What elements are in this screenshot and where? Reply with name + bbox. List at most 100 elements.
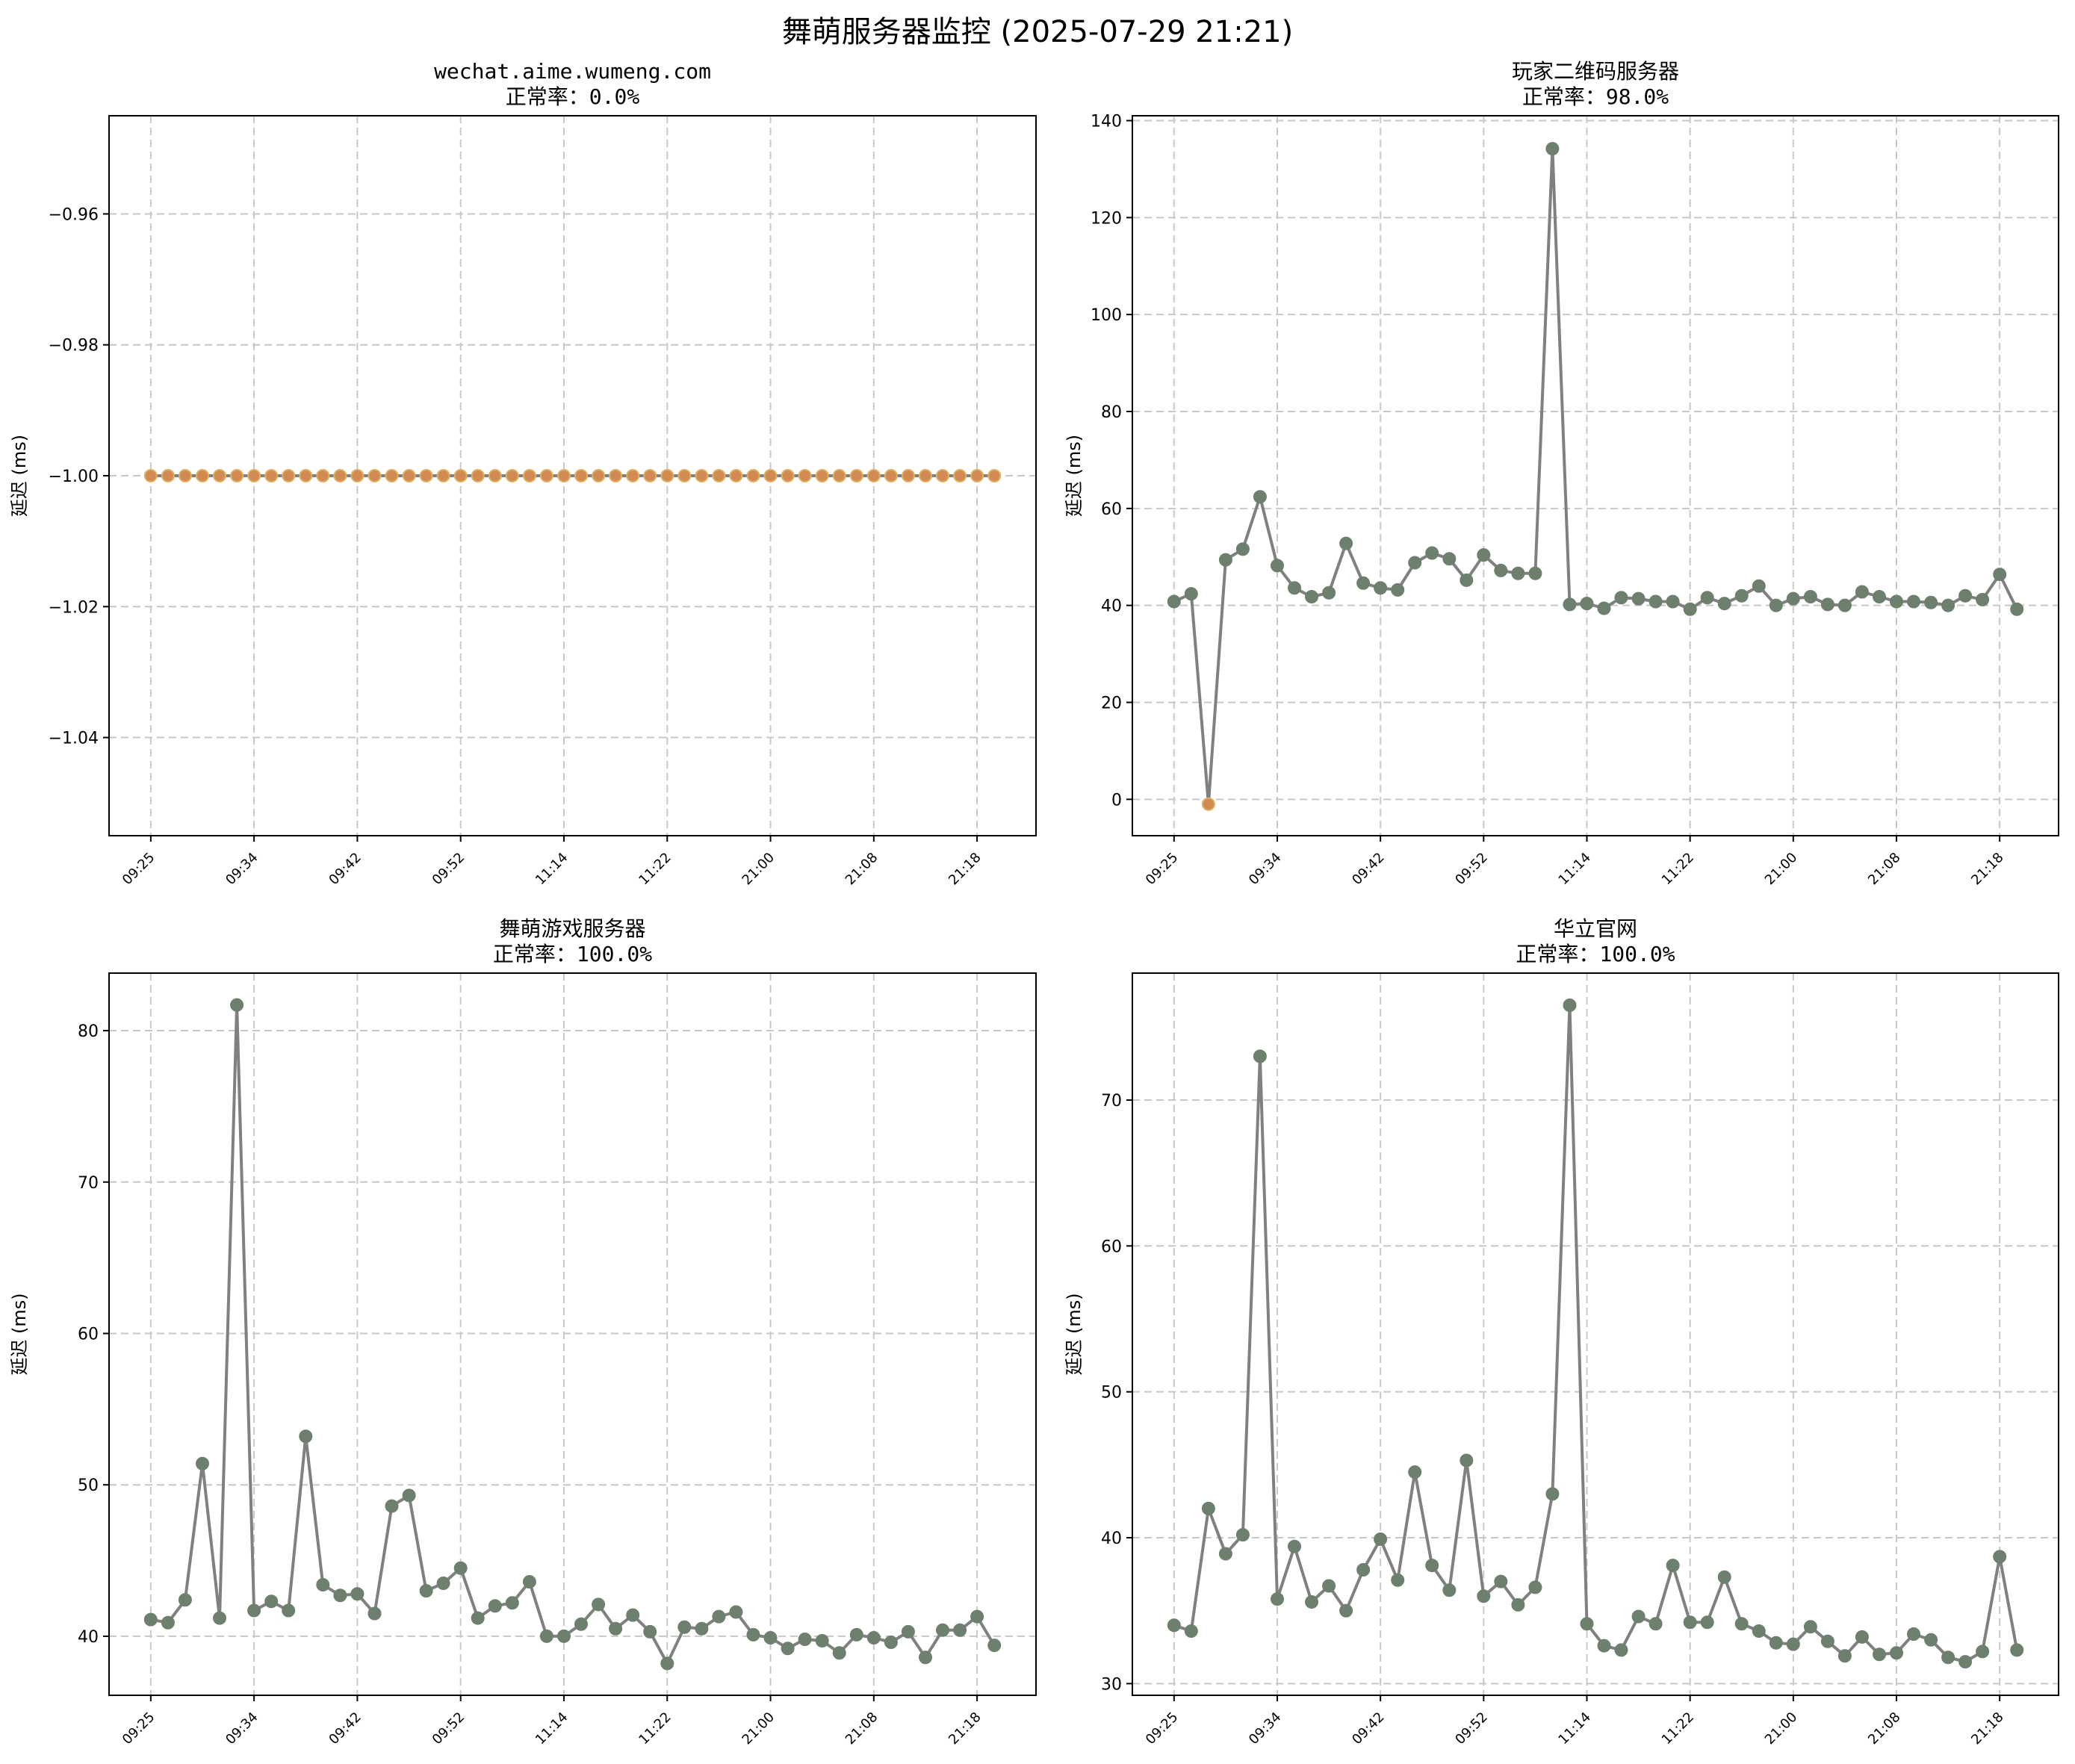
- data-point: [1528, 1580, 1542, 1594]
- data-point: [1374, 1532, 1388, 1546]
- x-tick-label: 09:25: [120, 850, 158, 889]
- data-point: [1511, 1597, 1525, 1612]
- data-point-fail: [522, 469, 536, 482]
- data-point: [1873, 1647, 1886, 1662]
- data-point: [1235, 542, 1250, 556]
- x-tick-label: 09:52: [1452, 1709, 1491, 1748]
- data-point: [712, 1609, 726, 1624]
- data-point: [178, 1593, 192, 1607]
- data-point-fail: [592, 469, 606, 482]
- data-point: [247, 1603, 261, 1618]
- y-tick-label: −1.02: [49, 598, 99, 617]
- x-tick-label: 09:52: [429, 850, 468, 889]
- data-point: [1305, 1595, 1318, 1609]
- data-point-fail: [143, 469, 158, 482]
- data-point: [1890, 594, 1903, 609]
- data-point: [1803, 1620, 1817, 1634]
- data-point: [1253, 1049, 1267, 1063]
- axes-frame: [1132, 115, 2059, 836]
- x-tick-label: 09:42: [326, 1709, 365, 1748]
- data-point-fail: [299, 469, 313, 482]
- x-tick-label: 21:00: [739, 1709, 778, 1748]
- y-axis-label: 延迟 (ms): [9, 435, 30, 517]
- data-point: [1391, 583, 1405, 597]
- data-point: [695, 1621, 709, 1636]
- data-point-fail: [333, 469, 347, 482]
- data-point: [282, 1603, 296, 1618]
- data-point: [1717, 1570, 1731, 1584]
- y-tick-label: 0: [1111, 791, 1122, 810]
- data-point-fail: [609, 469, 623, 482]
- data-point: [316, 1578, 330, 1591]
- data-point: [1958, 588, 1973, 603]
- series-line: [1173, 147, 2018, 806]
- x-tick-label: 09:42: [1349, 1709, 1388, 1748]
- subplot-2: 0 20 40 60 80 100 120 140 09:25 09:34 09:42 09:52 11…: [1064, 59, 2059, 888]
- y-tick-label: −0.98: [49, 337, 99, 355]
- x-tick-label: 11:14: [533, 1709, 571, 1748]
- data-point: [1907, 594, 1920, 609]
- series-line: [150, 1003, 996, 1665]
- data-point: [1666, 594, 1680, 609]
- data-point: [1924, 595, 1938, 609]
- data-point-fail: [453, 469, 468, 482]
- subplot-subtitle: 正常率：100.0%: [493, 942, 652, 966]
- x-tick-label: 21:08: [1865, 850, 1904, 889]
- data-point: [832, 1646, 846, 1660]
- data-point: [1218, 1547, 1232, 1561]
- data-point-fail: [815, 469, 829, 482]
- data-point-fail: [866, 469, 881, 482]
- data-point: [746, 1627, 760, 1642]
- data-point: [1700, 591, 1714, 605]
- data-point: [1425, 1559, 1439, 1573]
- data-point: [1855, 585, 1869, 599]
- y-tick-label: 40: [1101, 1529, 1122, 1548]
- data-point-fail: [350, 469, 365, 482]
- data-point: [367, 1606, 382, 1621]
- data-point-fail: [832, 469, 846, 482]
- subplot-1: −1.04 −1.02 −1.00 −0.98 −0.96 09:25 09:34 09:42…: [9, 59, 1037, 889]
- y-tick-label: 80: [1101, 403, 1122, 422]
- data-point-fail: [161, 469, 175, 482]
- data-point: [1993, 1550, 2007, 1564]
- data-point: [1786, 1637, 1800, 1651]
- data-point: [1391, 1573, 1405, 1587]
- data-point-fail: [884, 469, 898, 482]
- data-point-fail: [385, 469, 399, 482]
- x-tick-label: 21:08: [843, 1709, 881, 1748]
- data-point-fail: [196, 469, 209, 482]
- data-point-fail: [402, 469, 416, 482]
- data-point-fail: [677, 469, 692, 482]
- data-point: [1683, 1615, 1697, 1630]
- data-point: [1648, 594, 1663, 609]
- data-point: [522, 1575, 536, 1588]
- figure-title: 舞萌服务器监控 (2025-07-29 21:21): [781, 15, 1294, 49]
- data-point: [1941, 598, 1955, 612]
- data-point: [1511, 566, 1525, 580]
- data-point: [488, 1599, 502, 1613]
- subplot-3: 40 50 60 70 80 09:25 09:34 09:42 09:52 11:14 11:22…: [9, 916, 1037, 1748]
- x-tick-label: 21:08: [1865, 1709, 1904, 1748]
- data-point-fail: [849, 469, 863, 482]
- axes-frame: [108, 972, 1037, 1696]
- data-point: [1631, 1609, 1646, 1624]
- data-point: [539, 1629, 553, 1643]
- data-point: [1339, 536, 1353, 550]
- data-point: [1614, 591, 1628, 605]
- x-tick-label: 09:34: [223, 850, 261, 889]
- data-point: [609, 1621, 623, 1636]
- x-tick-label: 09:25: [120, 1709, 158, 1748]
- data-point: [1597, 601, 1611, 615]
- data-point: [781, 1642, 795, 1656]
- data-point: [1563, 999, 1577, 1012]
- data-point-fail: [970, 469, 984, 482]
- data-point: [849, 1627, 863, 1642]
- subplot-title: wechat.aime.wumeng.com: [434, 59, 711, 84]
- data-point-fail: [729, 469, 743, 482]
- data-point: [884, 1636, 898, 1649]
- data-point: [230, 998, 244, 1012]
- data-point: [1734, 588, 1749, 603]
- x-tick-label: 11:14: [1555, 1709, 1594, 1748]
- data-point: [1167, 1618, 1181, 1633]
- data-point: [643, 1624, 657, 1639]
